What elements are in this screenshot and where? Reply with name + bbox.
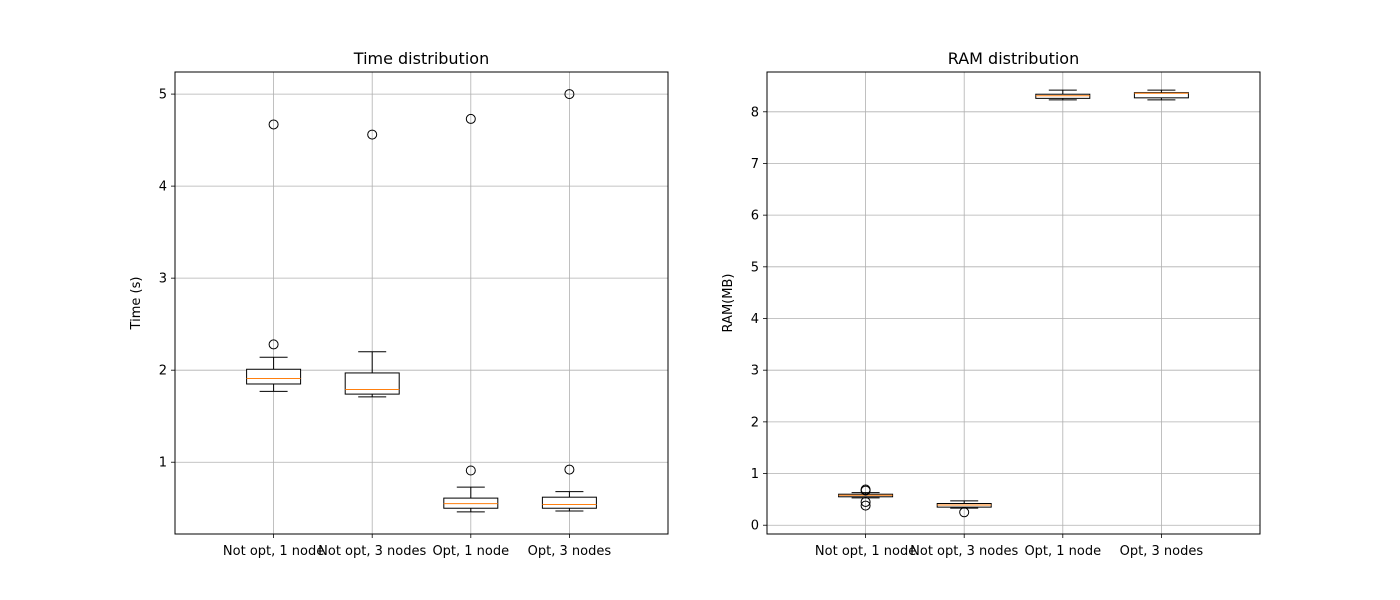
outlier-point: [268, 119, 279, 130]
iqr-box: [246, 368, 302, 385]
iqr-box: [1133, 92, 1189, 99]
time-ytick-label: 1: [159, 456, 167, 471]
outlier-point: [564, 89, 575, 100]
ram-ytick-label: 0: [751, 519, 759, 534]
ram-xtick-label: Not opt, 3 nodes: [910, 544, 1018, 559]
ram-ytick-label: 3: [751, 364, 759, 379]
outlier-point: [465, 113, 476, 124]
ram-ytick-label: 6: [751, 209, 759, 224]
outlier-point: [268, 339, 279, 350]
outlier-point: [367, 129, 378, 140]
outlier-point: [860, 484, 871, 495]
outlier-point: [465, 465, 476, 476]
ram-ytick-label: 1: [751, 467, 759, 482]
ram-ytick-label: 2: [751, 415, 759, 430]
ram-box-1: [838, 484, 894, 511]
ram-axes-frame: [766, 71, 1261, 535]
ram-xtick-label: Opt, 3 nodes: [1120, 544, 1204, 559]
time-chart-title: Time distribution: [353, 49, 489, 68]
time-xtick-label: Not opt, 1 node: [223, 544, 324, 559]
time-xtick-label: Opt, 3 nodes: [528, 544, 612, 559]
outlier-point: [564, 464, 575, 475]
ram-xtick-label: Not opt, 1 node: [815, 544, 916, 559]
ram-chart-title: RAM distribution: [948, 49, 1079, 68]
time-axes-frame: [174, 71, 669, 535]
iqr-box: [344, 372, 400, 395]
time-box-2: [344, 129, 400, 398]
time-ytick-label: 5: [159, 88, 167, 103]
time-ytick-label: 2: [159, 364, 167, 379]
ram-ytick-label: 5: [751, 260, 759, 275]
ram-xtick-label: Opt, 1 node: [1024, 544, 1101, 559]
time-box-1: [246, 119, 302, 392]
ram-ytick-label: 8: [751, 105, 759, 120]
time-box-3: [443, 113, 499, 513]
ram-ytick-label: 4: [751, 312, 759, 327]
ram-y-axis-label: RAM(MB): [721, 274, 736, 333]
ram-box-3: [1035, 89, 1091, 101]
outlier-point: [860, 500, 871, 511]
outlier-point: [860, 496, 871, 507]
outlier-point: [959, 507, 970, 518]
ram-box-4: [1133, 89, 1189, 101]
iqr-box: [541, 496, 597, 509]
time-xtick-label: Opt, 1 node: [432, 544, 509, 559]
time-ytick-label: 3: [159, 272, 167, 287]
ram-box-2: [936, 500, 992, 518]
ram-ytick-label: 7: [751, 157, 759, 172]
time-ytick-label: 4: [159, 180, 167, 195]
iqr-box: [1035, 93, 1091, 99]
time-xtick-label: Not opt, 3 nodes: [318, 544, 426, 559]
time-y-axis-label: Time (s): [129, 277, 144, 331]
time-box-4: [541, 89, 597, 512]
